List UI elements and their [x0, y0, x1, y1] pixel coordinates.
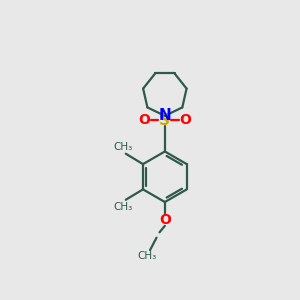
Text: S: S — [159, 113, 170, 128]
Text: CH₃: CH₃ — [114, 202, 133, 212]
Text: O: O — [159, 213, 171, 227]
Text: CH₃: CH₃ — [137, 250, 157, 260]
Text: O: O — [179, 113, 191, 127]
Text: CH₃: CH₃ — [114, 142, 133, 152]
Text: O: O — [139, 113, 151, 127]
Text: N: N — [158, 108, 171, 123]
